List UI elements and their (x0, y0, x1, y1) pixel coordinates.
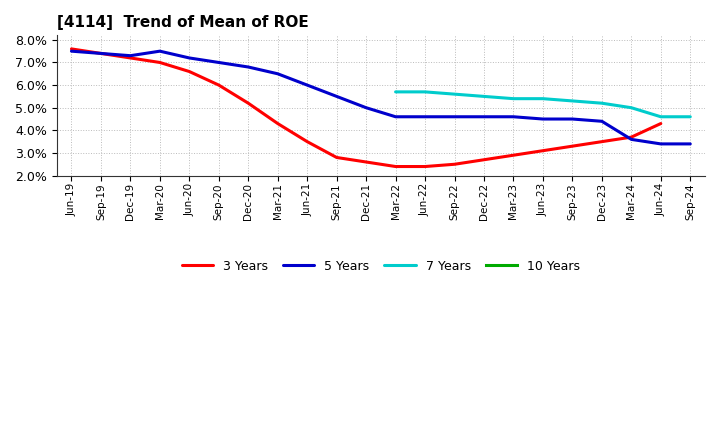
5 Years (539, 117, 547, 122)
5 Years (391, 114, 400, 119)
5 Years (303, 82, 312, 88)
Line: 7 Years: 7 Years (395, 92, 690, 117)
5 Years (244, 64, 253, 70)
3 Years (215, 82, 223, 88)
3 Years (362, 159, 371, 165)
3 Years (333, 155, 341, 160)
5 Years (598, 119, 606, 124)
5 Years (509, 114, 518, 119)
5 Years (156, 48, 164, 54)
3 Years (185, 69, 194, 74)
5 Years (215, 60, 223, 65)
5 Years (126, 53, 135, 59)
3 Years (598, 139, 606, 144)
3 Years (509, 153, 518, 158)
3 Years (657, 121, 665, 126)
7 Years (450, 92, 459, 97)
5 Years (420, 114, 429, 119)
3 Years (244, 101, 253, 106)
3 Years (568, 143, 577, 149)
3 Years (450, 161, 459, 167)
Legend: 3 Years, 5 Years, 7 Years, 10 Years: 3 Years, 5 Years, 7 Years, 10 Years (176, 255, 585, 278)
3 Years (96, 51, 105, 56)
3 Years (303, 139, 312, 144)
5 Years (686, 141, 695, 147)
7 Years (539, 96, 547, 101)
3 Years (539, 148, 547, 153)
5 Years (67, 48, 76, 54)
7 Years (568, 98, 577, 103)
5 Years (274, 71, 282, 77)
3 Years (67, 46, 76, 51)
7 Years (598, 101, 606, 106)
7 Years (686, 114, 695, 119)
3 Years (274, 121, 282, 126)
5 Years (96, 51, 105, 56)
7 Years (627, 105, 636, 110)
3 Years (627, 135, 636, 140)
Line: 5 Years: 5 Years (71, 51, 690, 144)
7 Years (420, 89, 429, 95)
3 Years (391, 164, 400, 169)
3 Years (126, 55, 135, 61)
5 Years (627, 137, 636, 142)
5 Years (657, 141, 665, 147)
5 Years (333, 94, 341, 99)
7 Years (509, 96, 518, 101)
3 Years (480, 157, 488, 162)
5 Years (362, 105, 371, 110)
7 Years (391, 89, 400, 95)
5 Years (568, 117, 577, 122)
5 Years (450, 114, 459, 119)
5 Years (185, 55, 194, 61)
Line: 3 Years: 3 Years (71, 49, 661, 166)
3 Years (156, 60, 164, 65)
5 Years (480, 114, 488, 119)
Text: [4114]  Trend of Mean of ROE: [4114] Trend of Mean of ROE (57, 15, 308, 30)
7 Years (480, 94, 488, 99)
3 Years (420, 164, 429, 169)
7 Years (657, 114, 665, 119)
